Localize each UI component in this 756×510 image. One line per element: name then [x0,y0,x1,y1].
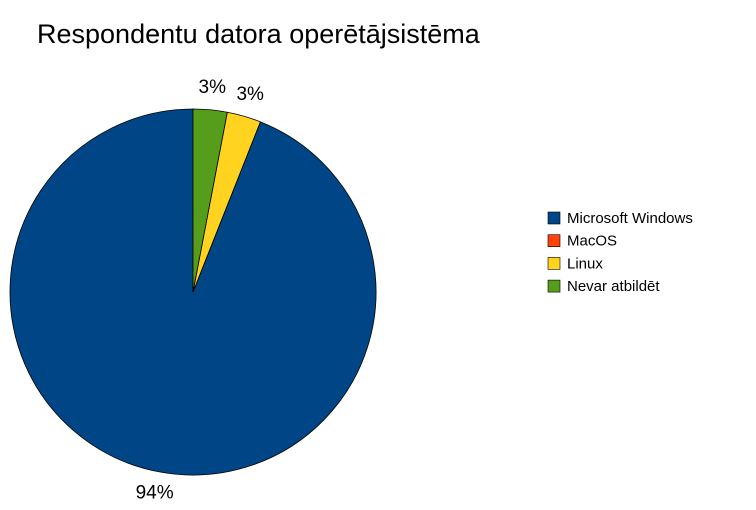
slice-label: 3% [236,84,264,105]
legend-swatch [547,234,561,247]
slice-label: 94% [136,482,174,503]
legend-label: Linux [567,255,603,272]
legend-label: Nevar atbildēt [567,278,660,295]
pie-slice [192,108,228,293]
legend-swatch [547,257,561,270]
legend-label: MacOS [567,233,617,250]
legend-label: Microsoft Windows [567,210,693,227]
legend-swatch [547,211,561,225]
legend-swatch [547,279,561,293]
slice-label: 3% [199,77,227,98]
chart-title: Respondentu datora operētājsistēma [37,19,481,49]
